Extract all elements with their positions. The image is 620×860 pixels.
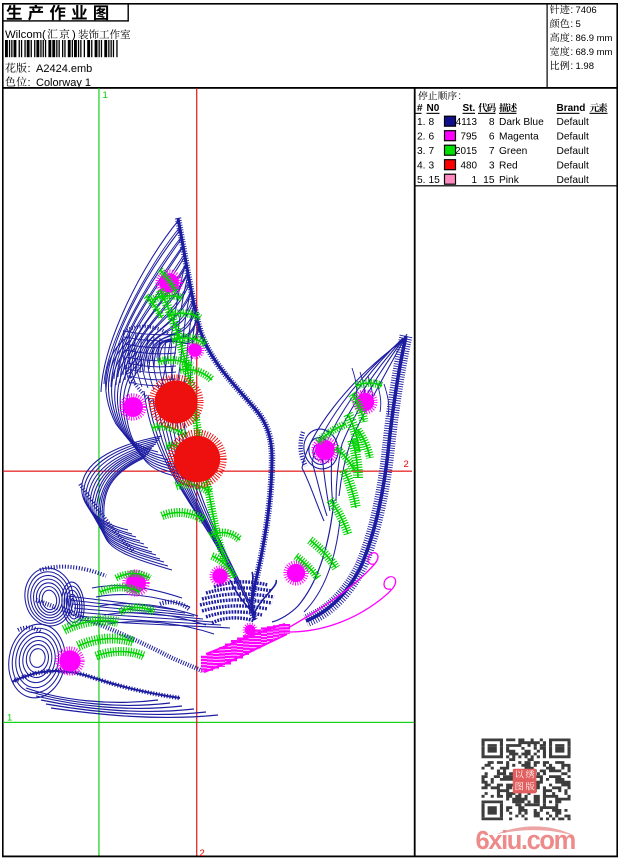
svg-text:2: 2 — [200, 848, 205, 859]
svg-text:480: 480 — [461, 161, 478, 172]
svg-text:Colorway 1: Colorway 1 — [36, 77, 91, 89]
svg-text:Green: Green — [499, 146, 527, 157]
svg-text:#: # — [417, 103, 423, 114]
svg-text:5.: 5. — [417, 175, 426, 186]
svg-text:2015: 2015 — [455, 146, 477, 157]
svg-text:8: 8 — [489, 117, 495, 128]
svg-text:Default: Default — [557, 161, 589, 172]
svg-text::: : — [458, 91, 461, 102]
svg-text:1.: 1. — [417, 117, 426, 128]
svg-text:7: 7 — [489, 146, 495, 157]
svg-text:Dark Blue: Dark Blue — [499, 117, 544, 128]
svg-text::: : — [28, 63, 31, 75]
svg-text:15: 15 — [429, 175, 441, 186]
svg-text:8: 8 — [429, 117, 435, 128]
svg-text:Wilcom(: Wilcom( — [5, 29, 46, 41]
svg-text:Default: Default — [557, 146, 589, 157]
svg-text::: : — [570, 5, 573, 16]
svg-text:Brand: Brand — [557, 103, 586, 114]
svg-text::: : — [570, 33, 573, 44]
svg-text:Default: Default — [557, 117, 589, 128]
svg-text:N0: N0 — [427, 103, 440, 114]
svg-text:2: 2 — [404, 459, 409, 470]
svg-text:5: 5 — [576, 19, 581, 30]
svg-text:Pink: Pink — [499, 175, 520, 186]
svg-text:1.98: 1.98 — [576, 61, 595, 72]
svg-text:Magenta: Magenta — [499, 132, 539, 143]
svg-text:7: 7 — [429, 146, 435, 157]
svg-text:68.9 mm: 68.9 mm — [576, 47, 613, 58]
svg-text:3: 3 — [489, 161, 495, 172]
svg-text:6: 6 — [489, 132, 495, 143]
svg-text:86.9 mm: 86.9 mm — [576, 33, 613, 44]
svg-text:Default: Default — [557, 132, 589, 143]
svg-text:Default: Default — [557, 175, 589, 186]
svg-text:3: 3 — [429, 161, 435, 172]
svg-text::: : — [570, 19, 573, 30]
svg-text:15: 15 — [483, 175, 495, 186]
svg-text:4113: 4113 — [456, 117, 478, 128]
svg-text:St.: St. — [463, 103, 476, 114]
svg-text:7406: 7406 — [576, 5, 597, 16]
svg-text:A2424.emb: A2424.emb — [36, 63, 92, 75]
svg-text:Red: Red — [499, 161, 518, 172]
svg-text:4.: 4. — [417, 161, 426, 172]
svg-text:1: 1 — [7, 713, 12, 724]
svg-text:6: 6 — [429, 132, 435, 143]
svg-text:3.: 3. — [417, 146, 426, 157]
svg-text:2.: 2. — [417, 132, 426, 143]
svg-text::: : — [570, 47, 573, 58]
svg-text:795: 795 — [461, 132, 478, 143]
svg-text:1: 1 — [472, 175, 478, 186]
svg-text::: : — [570, 61, 573, 72]
svg-text:): ) — [72, 29, 76, 41]
svg-text::: : — [28, 77, 31, 89]
svg-text:1: 1 — [103, 90, 108, 101]
svg-text:6xiu.com: 6xiu.com — [476, 827, 576, 855]
